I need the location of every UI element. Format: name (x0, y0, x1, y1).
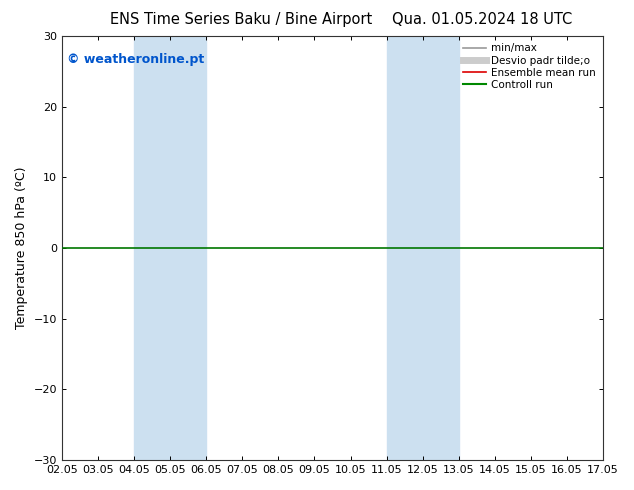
Legend: min/max, Desvio padr tilde;o, Ensemble mean run, Controll run: min/max, Desvio padr tilde;o, Ensemble m… (461, 41, 598, 92)
Text: Qua. 01.05.2024 18 UTC: Qua. 01.05.2024 18 UTC (392, 12, 572, 27)
Text: © weatheronline.pt: © weatheronline.pt (67, 53, 205, 66)
Bar (387, 36, 459, 460)
Text: ENS Time Series Baku / Bine Airport: ENS Time Series Baku / Bine Airport (110, 12, 372, 27)
Bar (134, 36, 206, 460)
Y-axis label: Temperature 850 hPa (ºC): Temperature 850 hPa (ºC) (15, 167, 28, 329)
